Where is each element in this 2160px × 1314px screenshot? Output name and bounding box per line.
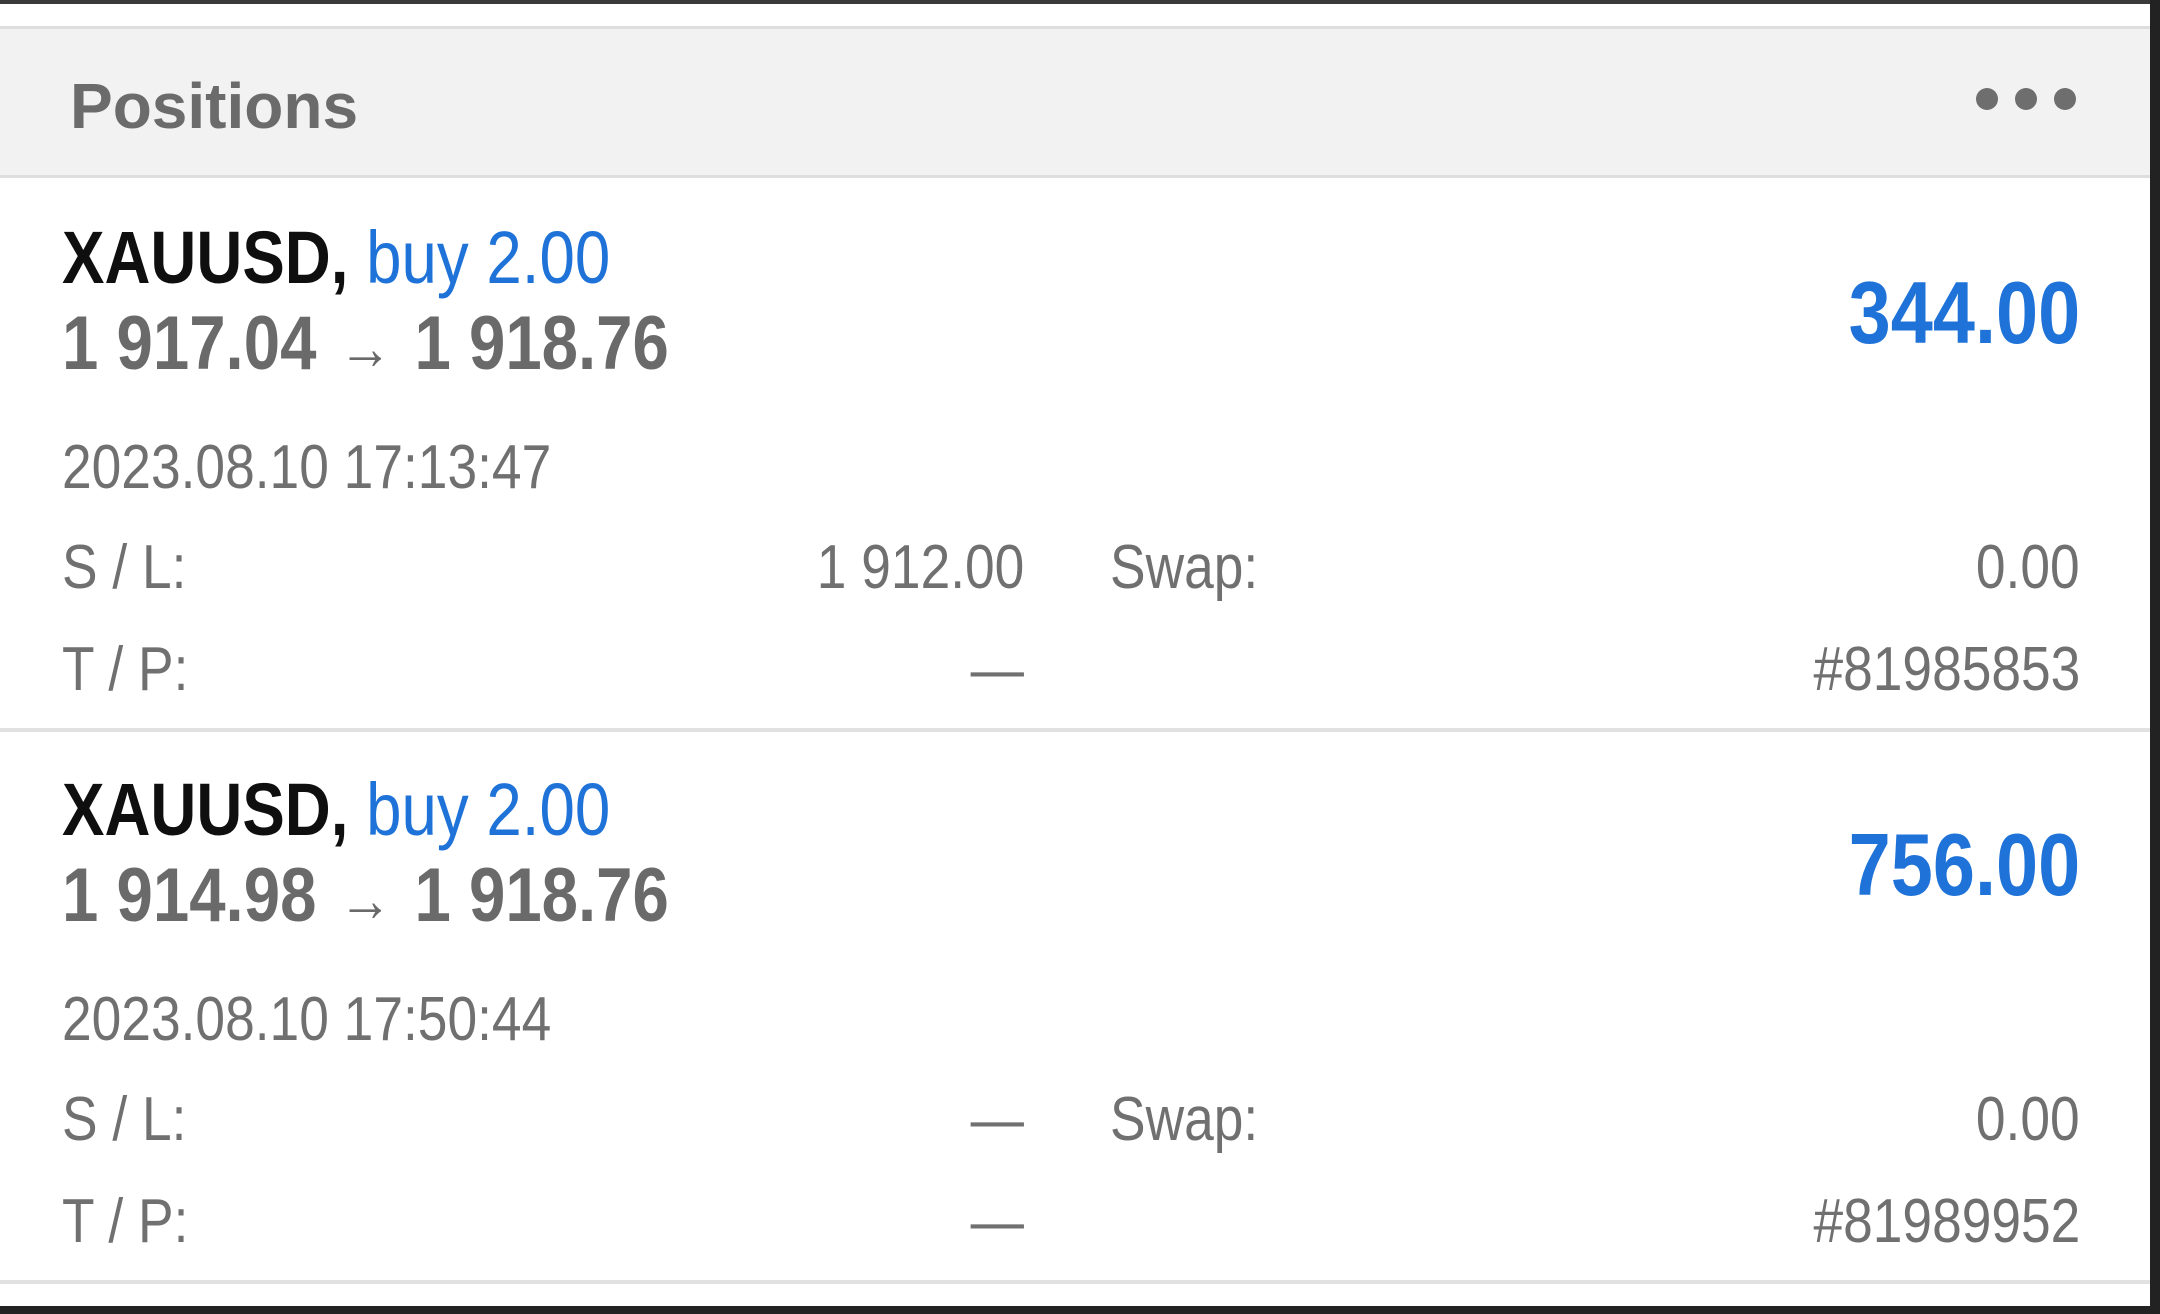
- take-profit-value: —: [970, 635, 1024, 704]
- take-profit-value: —: [970, 1187, 1024, 1256]
- position-title: XAUUSD, buy 2.00: [62, 218, 610, 298]
- position-row[interactable]: XAUUSD, buy 2.00 1 914.98 → 1 918.76 756.0…: [0, 734, 2150, 1284]
- arrow-right-icon: →: [338, 866, 393, 935]
- current-price: 1 918.76: [414, 853, 669, 938]
- more-dots-icon: [1976, 88, 1998, 110]
- position-side-volume: buy 2.00: [366, 768, 611, 851]
- ticket-number: #81989952: [1813, 1187, 2080, 1256]
- open-price: 1 914.98: [62, 853, 317, 938]
- swap-value: 0.00: [1976, 533, 2080, 602]
- page-title: Positions: [70, 70, 359, 142]
- arrow-right-icon: →: [338, 314, 393, 383]
- position-prices: 1 914.98 → 1 918.76: [62, 856, 669, 941]
- position-symbol: XAUUSD: [62, 768, 331, 851]
- more-dots-icon: [2054, 88, 2076, 110]
- current-price: 1 918.76: [414, 301, 669, 386]
- position-profit: 344.00: [1848, 263, 2080, 362]
- position-profit: 756.00: [1848, 815, 2080, 914]
- position-prices: 1 917.04 → 1 918.76: [62, 304, 669, 389]
- swap-value: 0.00: [1976, 1085, 2080, 1154]
- take-profit-label: T / P:: [62, 1187, 189, 1256]
- symbol-separator: ,: [330, 216, 349, 299]
- top-divider: [0, 0, 2150, 22]
- stop-loss-label: S / L:: [62, 533, 187, 602]
- stop-loss-value: —: [970, 1085, 1024, 1154]
- symbol-separator: ,: [330, 768, 349, 851]
- positions-header: Positions: [0, 26, 2150, 178]
- position-symbol: XAUUSD: [62, 216, 331, 299]
- stop-loss-label: S / L:: [62, 1085, 187, 1154]
- swap-label: Swap:: [1110, 1085, 1259, 1154]
- open-time: 2023.08.10 17:50:44: [62, 985, 552, 1054]
- swap-label: Swap:: [1110, 533, 1259, 602]
- open-time: 2023.08.10 17:13:47: [62, 433, 552, 502]
- more-options-button[interactable]: [1976, 81, 2076, 117]
- take-profit-label: T / P:: [62, 635, 189, 704]
- ticket-number: #81985853: [1813, 635, 2080, 704]
- position-side-volume: buy 2.00: [366, 216, 611, 299]
- stop-loss-value: 1 912.00: [816, 533, 1024, 602]
- position-row[interactable]: XAUUSD, buy 2.00 1 917.04 → 1 918.76 344.0…: [0, 182, 2150, 732]
- open-price: 1 917.04: [62, 301, 317, 386]
- position-title: XAUUSD, buy 2.00: [62, 770, 610, 850]
- more-dots-icon: [2015, 88, 2037, 110]
